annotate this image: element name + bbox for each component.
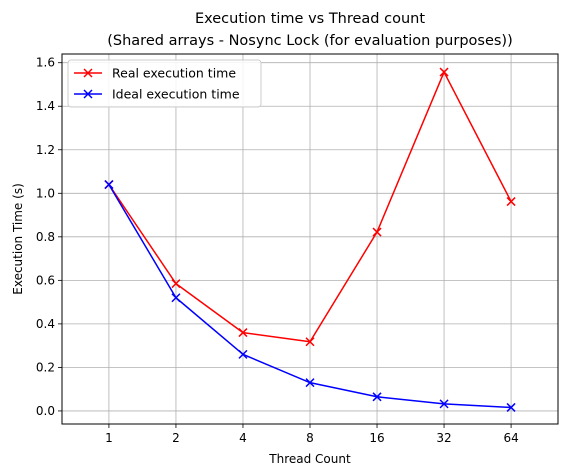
data-point <box>439 67 449 77</box>
y-axis-label: Execution Time (s) <box>11 183 25 295</box>
data-point <box>104 180 114 190</box>
ticks: 1 2 4 8 16 32 64 0.0 0.2 0.4 0.6 0.8 1.0 1.2 1.4 1.6 <box>36 56 519 445</box>
data-point <box>305 337 315 347</box>
data-point <box>372 392 382 402</box>
legend-marker <box>83 68 93 78</box>
y-tick-label: 0.8 <box>36 230 55 244</box>
x-tick-label: 1 <box>105 431 113 445</box>
data-point <box>305 378 315 388</box>
legend-label: Ideal execution time <box>112 87 240 102</box>
x-tick-label: 4 <box>239 431 247 445</box>
data-point <box>506 402 516 412</box>
marker-stroke <box>104 180 114 190</box>
marker-stroke <box>238 349 248 359</box>
marker-stroke <box>439 67 449 77</box>
legend: Real execution time Ideal execution time <box>67 59 262 108</box>
legend-label: Real execution time <box>112 66 236 81</box>
marker-stroke <box>439 399 449 409</box>
y-tick-label: 0.0 <box>36 404 55 418</box>
legend-box <box>67 59 262 108</box>
legend-marker <box>83 89 93 99</box>
y-tick-label: 1.0 <box>36 186 55 200</box>
x-tick-label: 16 <box>369 431 384 445</box>
x-tick-label: 8 <box>306 431 314 445</box>
data-point <box>506 197 516 207</box>
marker-stroke <box>305 337 315 347</box>
y-tick-label: 0.6 <box>36 273 55 287</box>
y-tick-label: 1.6 <box>36 56 55 70</box>
marker-stroke <box>372 227 382 237</box>
marker-stroke <box>238 328 248 338</box>
data-point <box>171 279 181 289</box>
data-point <box>238 328 248 338</box>
grid <box>62 54 558 424</box>
data-point <box>439 399 449 409</box>
y-tick-label: 1.4 <box>36 99 55 113</box>
marker-stroke <box>171 293 181 303</box>
legend-items: Real execution time Ideal execution time <box>74 66 240 102</box>
marker-stroke <box>372 392 382 402</box>
x-axis-label: Thread Count <box>268 452 351 466</box>
data-point <box>372 227 382 237</box>
x-tick-label: 64 <box>503 431 518 445</box>
chart-title: Execution time vs Thread count <box>195 11 425 27</box>
y-tick-label: 1.2 <box>36 143 55 157</box>
x-tick-label: 32 <box>436 431 451 445</box>
y-tick-label: 0.2 <box>36 360 55 374</box>
marker-stroke <box>171 279 181 289</box>
chart-subtitle: (Shared arrays - Nosync Lock (for evalua… <box>107 33 513 49</box>
x-tick-label: 2 <box>172 431 180 445</box>
marker-stroke <box>506 402 516 412</box>
y-tick-label: 0.4 <box>36 317 55 331</box>
marker-stroke <box>506 197 516 207</box>
data-point <box>238 349 248 359</box>
data-point <box>171 293 181 303</box>
series <box>104 67 516 412</box>
marker-stroke <box>305 378 315 388</box>
